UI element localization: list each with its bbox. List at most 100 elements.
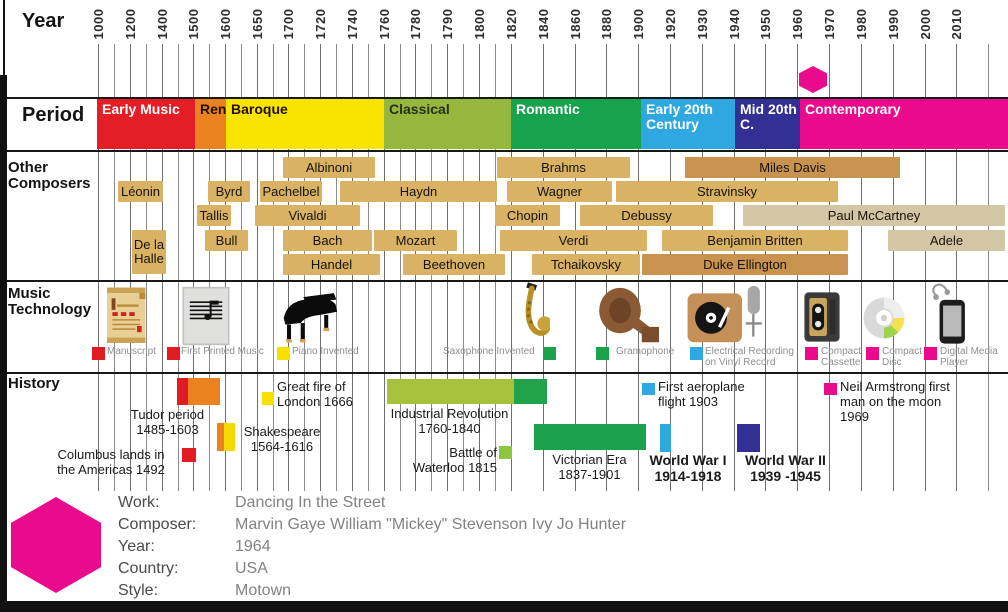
armstrong-square	[824, 383, 837, 395]
composer-box-vivaldi: Vivaldi	[255, 205, 360, 226]
composer-box-pachelbel: Pachelbel	[260, 181, 322, 202]
year-tick-1500: 1500	[186, 8, 201, 40]
piano-icon	[274, 292, 342, 346]
composer-box-tallis: Tallis	[197, 205, 231, 226]
work-value: Dancing In the Street	[235, 494, 386, 511]
period-band-classical: Classical	[384, 99, 511, 149]
gridline-major	[511, 44, 512, 491]
composer-box-benjamin-britten: Benjamin Britten	[662, 230, 848, 251]
year-value: 1964	[235, 538, 271, 555]
composer-box-adele: Adele	[888, 230, 1005, 251]
tudor-period-text: Tudor period 1485-1603	[130, 407, 205, 437]
aeroplane-square-segment	[642, 383, 655, 395]
industrial-revolution-bar-segment	[387, 379, 514, 404]
gridline-major	[130, 44, 131, 491]
shakespeare-bar-segment	[217, 423, 224, 451]
composer-box-wagner: Wagner	[507, 181, 612, 202]
composer-box-bach: Bach	[283, 230, 372, 251]
country-value: USA	[235, 560, 268, 577]
shakespeare-text: Shakespeare 1564-1616	[243, 424, 321, 454]
manuscript-label: Manuscript	[107, 346, 156, 357]
year-tick-1980: 1980	[854, 8, 869, 40]
media-player-icon	[928, 283, 968, 345]
aeroplane-square	[642, 383, 655, 395]
digital-media-player-label: Digital Media Player	[940, 346, 998, 368]
divider	[0, 280, 1008, 282]
first-printed-music-label: First Printed Music	[181, 346, 264, 357]
gramophone-label: Gramophone	[616, 346, 675, 357]
tudor-period-bar-segment	[188, 378, 220, 405]
columbus-square-segment	[182, 448, 196, 462]
compact-cassette-color-square	[805, 347, 818, 360]
piano-invented-label: Piano Invented	[292, 346, 359, 357]
composer-box-byrd: Byrd	[208, 181, 250, 202]
year-tick-1400: 1400	[155, 8, 170, 40]
gridline-minor	[209, 44, 210, 491]
composer-box-debussy: Debussy	[580, 205, 713, 226]
year-tick-1780: 1780	[408, 8, 423, 40]
composer-box-duke-ellington: Duke Ellington	[642, 254, 848, 275]
period-band-early-music: Early Music	[97, 99, 195, 149]
saxophone-invented-label: Saxophone Invented	[443, 346, 535, 357]
armstrong-text: Neil Armstrong first man on the moon 196…	[840, 379, 950, 424]
composer-box-stravinsky: Stravinsky	[616, 181, 838, 202]
saxophone-icon	[504, 282, 552, 346]
frame-left-bar	[0, 75, 7, 601]
style-hexagon-badge	[11, 497, 101, 593]
aeroplane-text: First aeroplane flight 1903	[658, 379, 745, 409]
gridline-major	[98, 44, 99, 491]
work-label: Work:	[118, 494, 160, 511]
shakespeare-bar-segment	[224, 423, 235, 451]
frame-tick	[3, 0, 5, 75]
composer-box-de-la-halle: De la Halle	[132, 230, 166, 274]
composer-label: Composer:	[118, 516, 197, 533]
gramophone-color-square	[596, 347, 609, 360]
columbus-text: Columbus lands in the Americas 1492	[57, 447, 165, 477]
gridline-major	[384, 44, 385, 491]
gramophone-icon	[596, 287, 664, 345]
compact-cassette-label: Compact Cassette	[821, 346, 862, 368]
period-band-romantic: Romantic	[511, 99, 641, 149]
great-fire-square-segment	[262, 392, 274, 405]
year-tick-1820: 1820	[504, 8, 519, 40]
composer-box-albinoni: Albinoni	[283, 157, 375, 178]
waterloo-square	[499, 446, 512, 459]
year-tick-1970: 1970	[822, 8, 837, 40]
gridline-minor	[273, 44, 274, 491]
electrical-recording-color-square	[690, 347, 703, 360]
period-band-mid-20th-c: Mid 20th C.	[735, 99, 800, 149]
ww1-text: World War I 1914-1918	[649, 452, 727, 484]
year-tick-1860: 1860	[568, 8, 583, 40]
divider	[0, 150, 1008, 152]
composer-box-l-onin: Léonin	[118, 181, 163, 202]
composer-box-miles-davis: Miles Davis	[685, 157, 900, 178]
composer-box-paul-mccartney: Paul McCartney	[743, 205, 1005, 226]
ww2-text: World War II 1939 -1945	[745, 452, 826, 484]
shakespeare-bar	[217, 423, 235, 451]
waterloo-square-segment	[499, 446, 512, 459]
digital-media-player-color-square	[924, 347, 937, 360]
year-tick-1000: 1000	[91, 8, 106, 40]
gridline-major	[193, 44, 194, 491]
year-tick-1790: 1790	[440, 8, 455, 40]
divider	[0, 372, 1008, 374]
year-tick-1930: 1930	[695, 8, 710, 40]
gridline-minor	[114, 44, 115, 491]
victorian-era-bar	[534, 424, 646, 450]
cassette-icon	[803, 291, 841, 343]
composer-box-chopin: Chopin	[495, 205, 560, 226]
composer-value: Marvin Gaye William "Mickey" Stevenson I…	[235, 516, 627, 533]
year-tick-1880: 1880	[599, 8, 614, 40]
electrical-icon	[686, 284, 768, 346]
year-tick-1960: 1960	[790, 8, 805, 40]
period-band-contemporary: Contemporary	[800, 99, 1008, 149]
ww1-bar-segment	[660, 424, 671, 452]
period-band-baroque: Baroque	[226, 99, 384, 149]
year-axis-label: Year	[22, 10, 65, 32]
year-tick-1800: 1800	[472, 8, 487, 40]
year-label: Year:	[118, 538, 155, 555]
composer-box-mozart: Mozart	[374, 230, 457, 251]
gridline-major	[956, 44, 957, 491]
printed-music-icon	[181, 286, 231, 346]
